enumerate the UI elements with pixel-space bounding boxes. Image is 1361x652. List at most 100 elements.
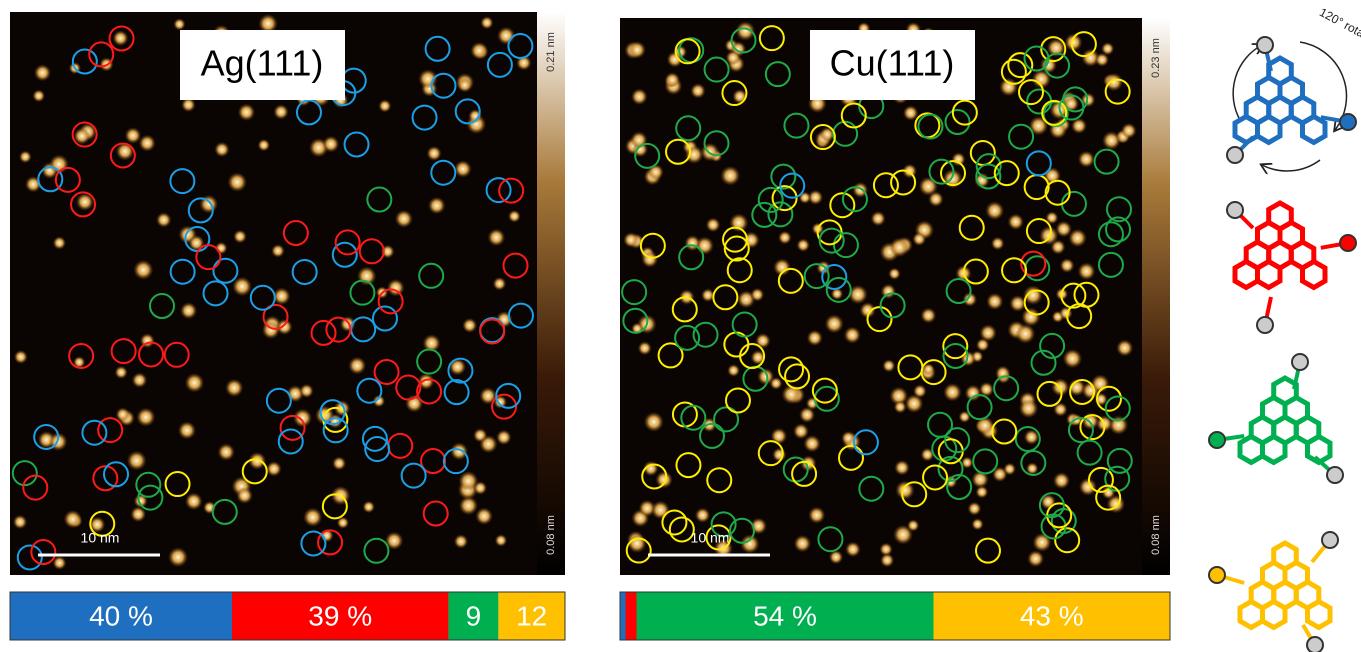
- ring: [1274, 378, 1297, 404]
- molecule-blob: [995, 366, 1010, 381]
- molecule-blob: [778, 231, 792, 245]
- ring: [1235, 262, 1258, 288]
- molecule-blob: [1101, 42, 1114, 55]
- molecule-blob: [233, 230, 247, 244]
- molecule-blob: [638, 341, 652, 355]
- molecule-blob: [332, 456, 346, 470]
- substituent: [1209, 567, 1225, 583]
- molecule-blob: [912, 232, 926, 246]
- ring: [1269, 58, 1292, 84]
- molecule-blob: [479, 435, 497, 453]
- molecule-blob: [1008, 214, 1024, 230]
- molecule-blob: [991, 237, 1004, 250]
- molecule-blob: [427, 146, 442, 161]
- rotation-label: 120° rotation: [1317, 5, 1361, 49]
- colorbar: [537, 12, 565, 575]
- molecule-blob: [19, 151, 32, 164]
- ring: [1258, 117, 1281, 143]
- molecule-blob: [976, 338, 989, 351]
- molecule-blob: [449, 358, 466, 375]
- molecule-blob: [454, 160, 471, 177]
- ring: [1308, 602, 1331, 628]
- bar-segment: [626, 592, 637, 640]
- molecule-blob: [882, 359, 895, 372]
- molecule-icon: [1227, 202, 1356, 333]
- molecule-blob: [971, 518, 983, 530]
- molecule-blob: [395, 210, 413, 228]
- molecule-blob: [127, 451, 147, 471]
- colorbar-min: 0.08 nm: [545, 515, 557, 555]
- ring: [1303, 262, 1326, 288]
- arrow: [1262, 160, 1320, 171]
- scale-bar-label: 10 nm: [691, 530, 730, 546]
- molecule-blob: [348, 357, 366, 375]
- molecule-blob: [258, 139, 270, 151]
- molecule-blob: [651, 501, 670, 520]
- substituent: [1322, 532, 1338, 548]
- molecule-blob: [488, 229, 506, 247]
- molecule-blob: [225, 379, 243, 397]
- molecule-blob: [829, 550, 843, 564]
- molecule-blob: [726, 50, 741, 65]
- molecule-blob: [695, 508, 710, 523]
- segment-label: 54 %: [753, 600, 817, 631]
- molecule-blob: [1078, 262, 1096, 280]
- molecule-blob: [1019, 399, 1038, 418]
- molecule-icon: [1209, 532, 1338, 652]
- molecule-blob: [720, 166, 740, 186]
- molecule-blob: [227, 172, 246, 191]
- molecule-blob: [1027, 550, 1044, 567]
- molecule-blob: [1032, 533, 1051, 552]
- colorbar-max: 0.23 nm: [1150, 38, 1162, 78]
- molecule-blob: [450, 442, 468, 460]
- molecule-blob: [999, 78, 1018, 97]
- molecule-blob: [1003, 463, 1016, 476]
- substituent: [1227, 202, 1243, 218]
- molecule-blob: [808, 507, 825, 524]
- segment-label: 12: [516, 600, 547, 631]
- molecule-blob: [894, 401, 907, 414]
- molecule-blob: [628, 41, 645, 58]
- molecule-blob: [968, 502, 982, 516]
- molecule-icon: [1209, 354, 1343, 483]
- molecule-blob: [496, 430, 511, 445]
- molecule-blob: [493, 277, 506, 290]
- molecule-blob: [880, 553, 894, 567]
- molecule-blob: [772, 448, 786, 462]
- segment-label: 40 %: [89, 600, 153, 631]
- substituent: [1227, 147, 1243, 163]
- molecule-blob: [965, 385, 982, 402]
- substituent: [1292, 354, 1308, 370]
- molecule-blob: [238, 104, 255, 121]
- molecule-blob: [273, 104, 288, 119]
- substituent: [1327, 467, 1343, 483]
- molecule-blob: [480, 16, 493, 29]
- molecule-blob: [844, 326, 861, 343]
- molecule-blob: [32, 90, 45, 103]
- molecule-blob: [845, 542, 860, 557]
- molecule-blob: [905, 394, 924, 413]
- molecule-blob: [125, 127, 142, 144]
- molecule-blob: [807, 330, 823, 346]
- panel-title: Cu(111): [830, 43, 955, 84]
- molecule-blob: [727, 364, 740, 377]
- molecule-blob: [474, 481, 488, 495]
- molecule-blob: [1021, 307, 1040, 326]
- molecule-blob: [1063, 349, 1082, 368]
- molecule-blob: [34, 64, 51, 81]
- ring: [1269, 203, 1292, 229]
- molecule-blob: [185, 492, 203, 510]
- molecule-blob: [508, 210, 521, 223]
- molecule-blob: [740, 534, 759, 553]
- molecule-blob: [462, 318, 477, 333]
- molecule-blob: [706, 218, 721, 233]
- molecule-blob: [1116, 339, 1133, 356]
- molecule-blob: [729, 213, 748, 232]
- molecule-blob: [303, 508, 322, 527]
- ring: [1240, 602, 1263, 628]
- ring: [1303, 117, 1326, 143]
- molecule-blob: [825, 314, 844, 333]
- molecule-blob: [428, 197, 445, 214]
- molecule-blob: [1079, 478, 1097, 496]
- substituent: [1340, 235, 1356, 251]
